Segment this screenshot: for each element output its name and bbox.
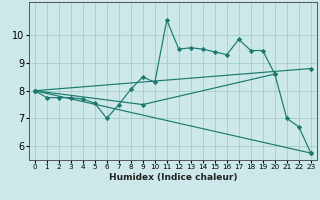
X-axis label: Humidex (Indice chaleur): Humidex (Indice chaleur) xyxy=(108,173,237,182)
